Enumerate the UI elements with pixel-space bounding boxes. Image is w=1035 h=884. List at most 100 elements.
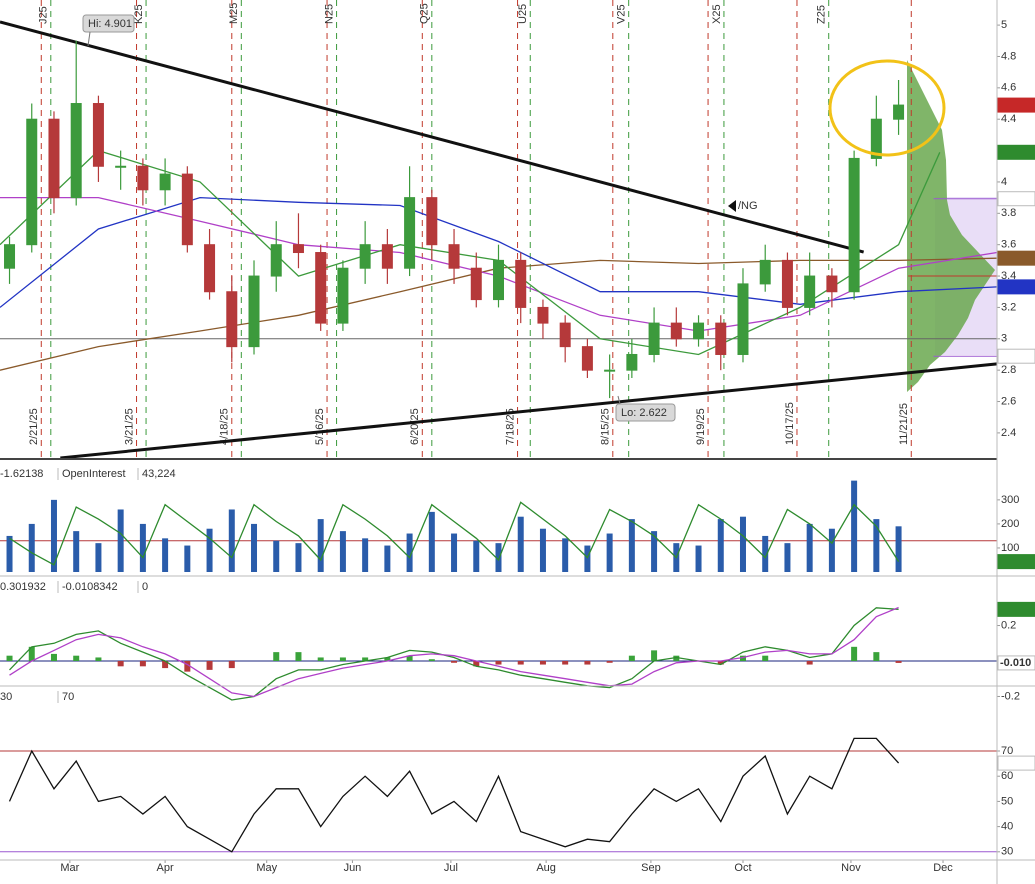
bar	[851, 480, 858, 572]
bar	[584, 661, 591, 665]
y-tick-label: 300	[1001, 494, 1019, 506]
lo-callout	[615, 403, 676, 422]
series-line	[9, 606, 899, 698]
expiry-label: U25	[517, 4, 529, 24]
price-tag	[997, 554, 1035, 570]
legend-item: OpenInterest	[62, 468, 126, 480]
bar	[50, 653, 57, 662]
candle-body	[648, 322, 660, 355]
bar	[806, 661, 813, 665]
candle-body	[470, 267, 482, 301]
candle-body	[604, 369, 616, 372]
lo-connector	[617, 395, 621, 405]
y-tick-label: -0.2	[1001, 690, 1020, 702]
candle-body	[115, 165, 127, 168]
candle-body	[626, 353, 638, 371]
price-tag	[997, 144, 1035, 160]
bar	[339, 657, 346, 662]
lo-label: Lo: 2.622	[621, 407, 667, 419]
bar	[206, 528, 213, 572]
bar	[73, 655, 80, 662]
bar	[317, 657, 324, 662]
candle-body	[826, 275, 838, 293]
series-line	[9, 607, 899, 701]
bar	[362, 538, 369, 572]
bar	[651, 650, 658, 662]
candle-body	[315, 252, 327, 324]
bar	[273, 652, 280, 662]
x-tick-label: Jul	[444, 862, 458, 874]
date-label: 8/15/25	[600, 408, 612, 445]
candle-body	[359, 244, 371, 269]
series-line	[8, 737, 900, 853]
bar	[806, 523, 813, 572]
legend-item: 70	[62, 691, 74, 703]
y-tick-label: 3	[1001, 333, 1007, 345]
symbol-label: /NG	[738, 200, 758, 212]
y-tick-label: 200	[1001, 518, 1019, 530]
candle-body	[204, 244, 216, 293]
candle-body	[92, 103, 104, 167]
bar	[50, 499, 57, 572]
bar	[428, 659, 435, 662]
price-tag	[997, 191, 1035, 207]
bar	[651, 531, 658, 572]
candle-body	[759, 259, 771, 285]
bar	[451, 661, 458, 663]
date-label: 2/21/25	[28, 408, 40, 445]
candle-body	[181, 173, 193, 246]
y-tick-label: 100	[1001, 542, 1019, 554]
symbol-marker	[728, 200, 736, 212]
candle-body	[48, 118, 60, 199]
bar	[206, 661, 213, 670]
y-tick-label: 4.4	[1001, 113, 1016, 125]
price-tag	[997, 755, 1035, 771]
bar	[873, 652, 880, 662]
date-label: 4/18/25	[219, 408, 231, 445]
bar	[695, 545, 702, 572]
y-tick-label: 50	[1001, 795, 1013, 807]
bar	[717, 519, 724, 572]
x-tick-label: Nov	[841, 862, 861, 874]
y-tick-label: 4.8	[1001, 50, 1016, 62]
bar	[562, 538, 569, 572]
expiry-label: K25	[133, 4, 145, 24]
bar	[184, 545, 191, 572]
bar	[673, 655, 680, 662]
price-tag	[997, 250, 1035, 266]
bar	[517, 516, 524, 572]
x-tick-label: Aug	[536, 862, 556, 874]
candle-body	[870, 118, 882, 159]
y-tick-label: 3.2	[1001, 301, 1016, 313]
price-tag	[997, 655, 1035, 671]
x-tick-label: May	[256, 862, 277, 874]
candle-body	[270, 244, 282, 277]
y-tick-label: 3.8	[1001, 207, 1016, 219]
expiry-label: Z25	[816, 5, 828, 24]
bar	[584, 545, 591, 572]
bar	[139, 523, 146, 572]
date-label: 3/21/25	[123, 408, 135, 445]
candle-body	[893, 104, 905, 120]
x-tick-label: Jun	[344, 862, 362, 874]
expiry-label: V25	[616, 4, 628, 24]
price-tag	[997, 97, 1035, 113]
x-tick-label: Sep	[641, 862, 661, 874]
candle-body	[292, 244, 304, 254]
legend-item: 0	[142, 581, 148, 593]
bar	[606, 533, 613, 572]
bar	[495, 661, 502, 665]
date-label: 9/19/25	[695, 408, 707, 445]
bar	[73, 531, 80, 572]
price-tag	[997, 348, 1035, 364]
x-tick-label: Dec	[933, 862, 953, 874]
bar	[628, 655, 635, 662]
candle-body	[737, 283, 749, 355]
price-tag	[997, 279, 1035, 295]
bar	[95, 543, 102, 572]
bar	[228, 661, 235, 669]
y-tick-label: 3.6	[1001, 239, 1016, 251]
bar	[451, 533, 458, 572]
